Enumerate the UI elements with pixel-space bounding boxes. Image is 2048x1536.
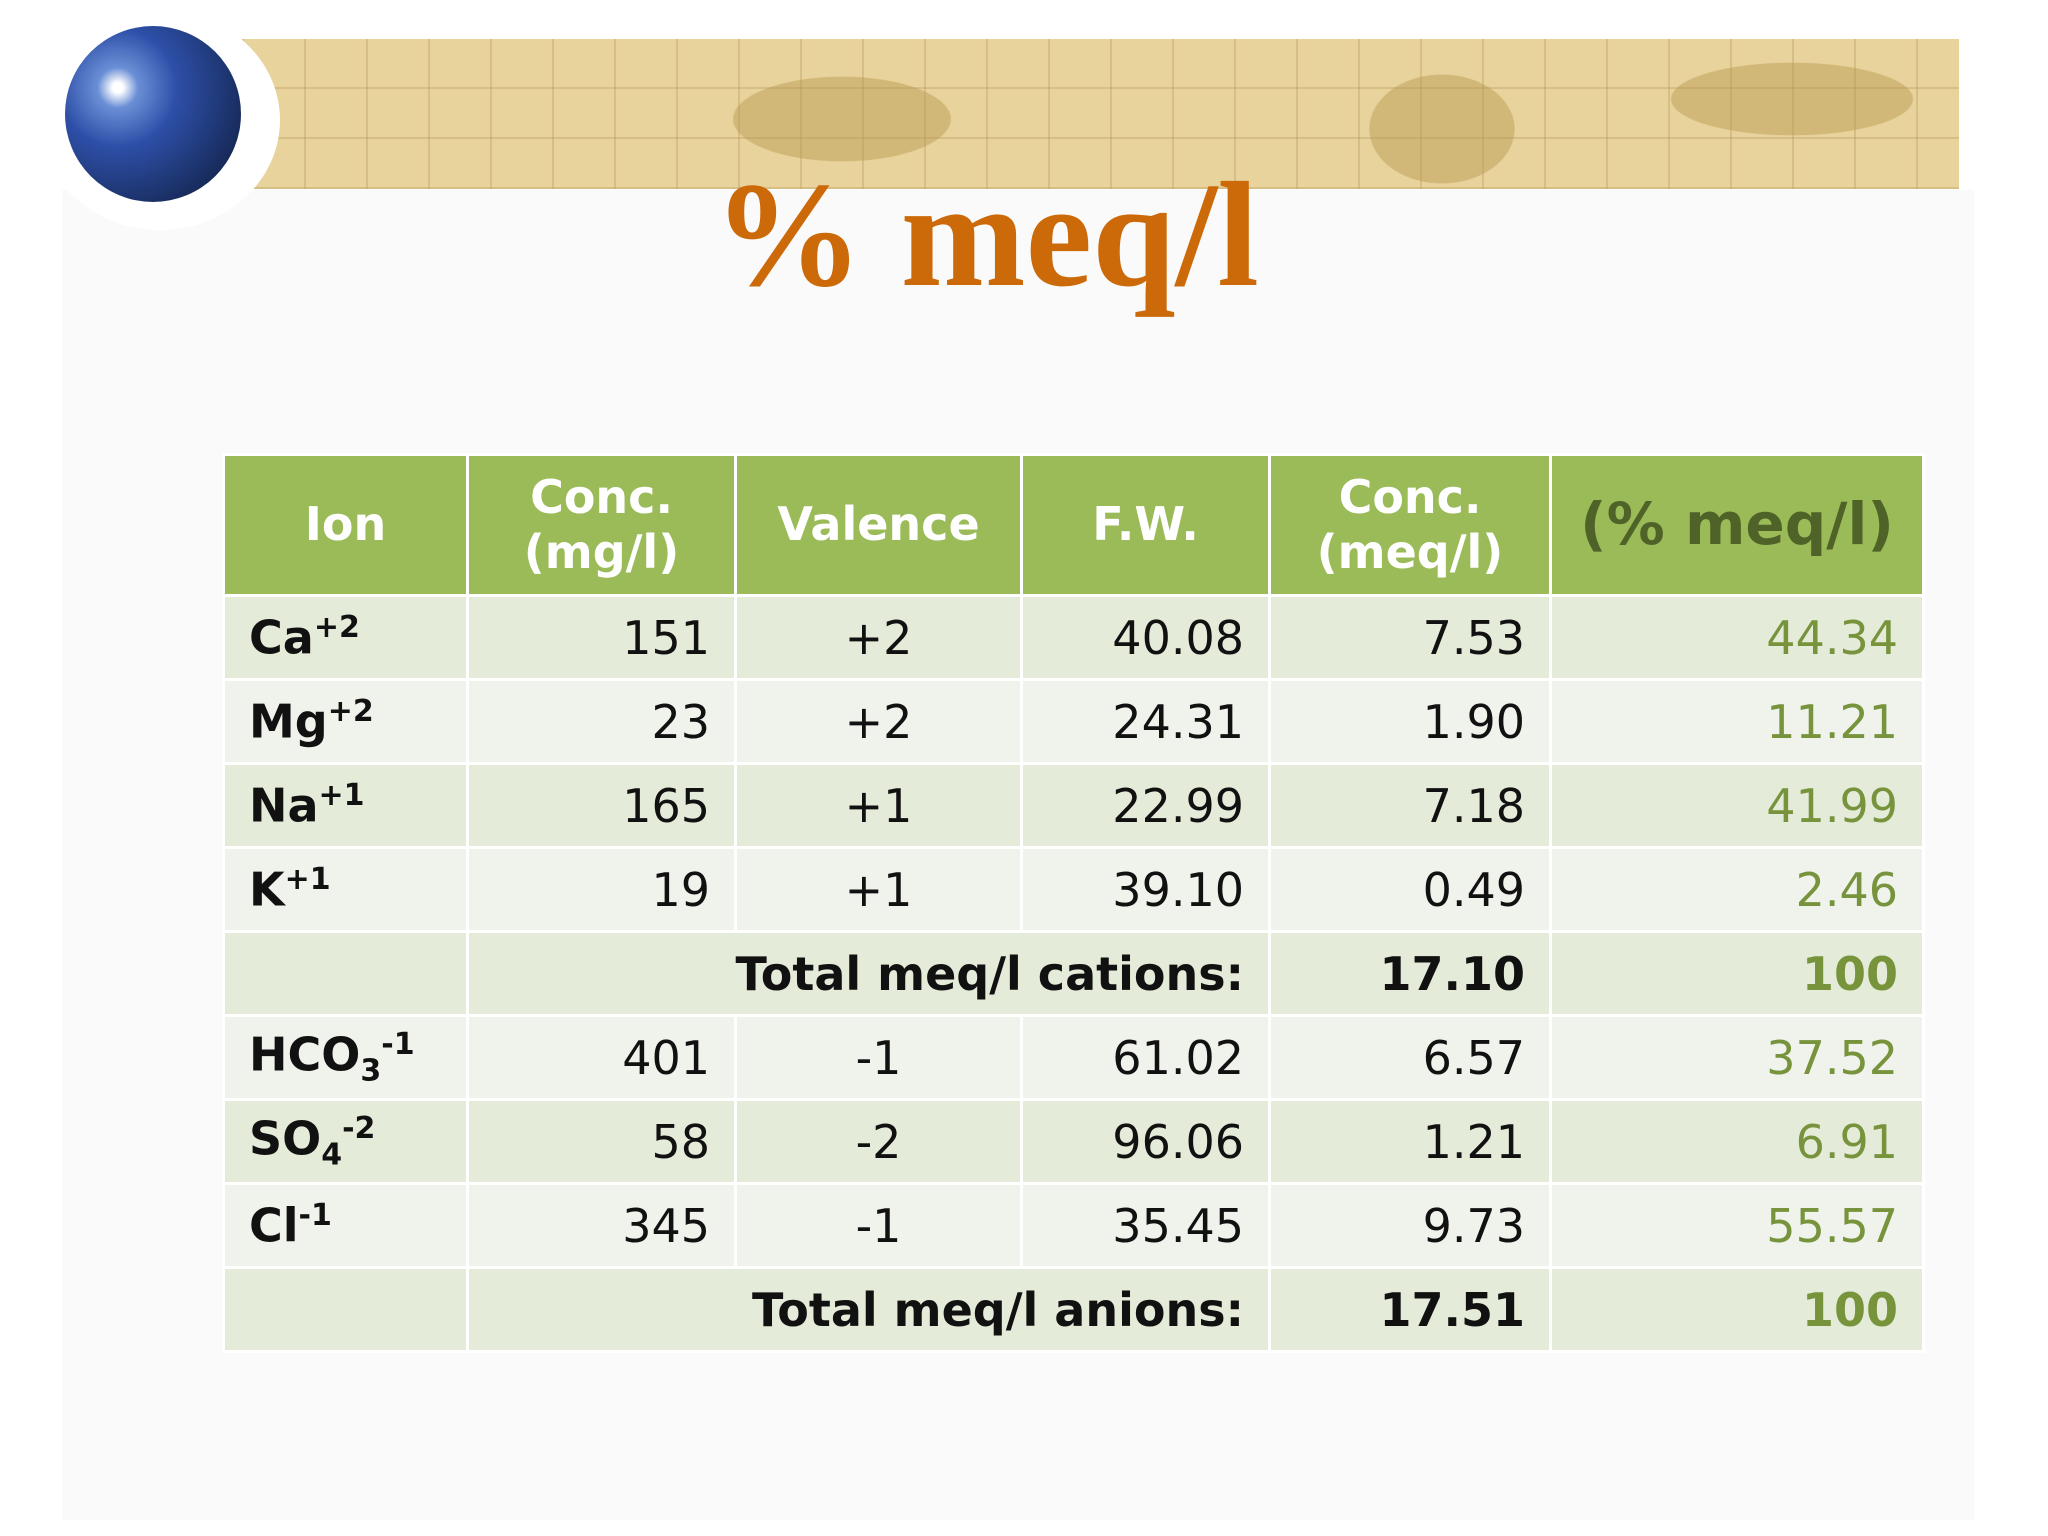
value-cell: 100 [1549,930,1925,1017]
value-cell: -2 [734,1098,1023,1185]
ion-symbol: Ca [249,610,314,665]
ion-symbol: K [249,862,285,917]
value-cell: 17.51 [1268,1266,1552,1353]
ion-symbol: SO [249,1111,322,1166]
total-row: Total meq/l cations: 17.10 100 [222,930,1925,1017]
ion-symbol: Cl [249,1198,299,1253]
ion-cell: Cl-1 [222,1182,469,1269]
value-cell: 151 [466,594,737,681]
value-cell: 17.10 [1268,930,1552,1017]
ion-charge: -1 [298,1198,332,1234]
ion-charge: +1 [318,778,365,814]
table-body: Ca+2 151 +2 40.08 7.53 44.34 Mg+2 23 +2 24.31 1.90… [222,594,1925,1353]
column-header: (% meq/l) [1549,453,1925,597]
ion-charge: +1 [284,862,331,898]
data-table: Ion Conc. (mg/l) Valence F.W. Conc. (meq/l)(… [222,453,1925,1353]
ion-row: K+1 19 +1 39.10 0.49 2.46 [222,846,1925,933]
ion-subscript: 4 [321,1137,343,1173]
total-label: Total meq/l cations: [466,930,1271,1017]
value-cell: 41.99 [1549,762,1925,849]
ion-cell: SO4-2 [222,1098,469,1185]
column-header: Ion [222,453,469,597]
value-cell: -1 [734,1182,1023,1269]
value-cell: 1.90 [1268,678,1552,765]
value-cell: 44.34 [1549,594,1925,681]
header-row: Ion Conc. (mg/l) Valence F.W. Conc. (meq/l)(… [222,453,1925,597]
value-cell: 22.99 [1020,762,1271,849]
value-cell: 401 [466,1014,737,1101]
column-header: Conc. (meq/l) [1268,453,1552,597]
value-cell: 23 [466,678,737,765]
value-cell: 19 [466,846,737,933]
column-header: Valence [734,453,1023,597]
empty-cell [222,930,469,1017]
globe-icon [65,26,241,202]
empty-cell [222,1266,469,1353]
value-cell: 1.21 [1268,1098,1552,1185]
total-row: Total meq/l anions: 17.51 100 [222,1266,1925,1353]
value-cell: 96.06 [1020,1098,1271,1185]
value-cell: 165 [466,762,737,849]
value-cell: 58 [466,1098,737,1185]
value-cell: 55.57 [1549,1182,1925,1269]
ion-charge: -1 [381,1026,415,1062]
map-banner [242,39,1959,189]
ion-subscript: 3 [360,1053,382,1089]
value-cell: +1 [734,762,1023,849]
ion-charge: -2 [342,1110,376,1146]
value-cell: 11.21 [1549,678,1925,765]
ion-cell: K+1 [222,846,469,933]
ion-cell: Mg+2 [222,678,469,765]
ion-symbol: Na [249,778,319,833]
ion-row: Na+1 165 +1 22.99 7.18 41.99 [222,762,1925,849]
title: % meq/l [713,152,1259,318]
ion-cell: Na+1 [222,762,469,849]
value-cell: 9.73 [1268,1182,1552,1269]
value-cell: 61.02 [1020,1014,1271,1101]
ion-row: SO4-2 58 -2 96.06 1.21 6.91 [222,1098,1925,1185]
ion-row: Cl-1 345 -1 35.45 9.73 55.57 [222,1182,1925,1269]
value-cell: +1 [734,846,1023,933]
ion-cell: Ca+2 [222,594,469,681]
total-label: Total meq/l anions: [466,1266,1271,1353]
ion-cell: HCO3-1 [222,1014,469,1101]
value-cell: 345 [466,1182,737,1269]
value-cell: -1 [734,1014,1023,1101]
value-cell: 24.31 [1020,678,1271,765]
value-cell: 6.57 [1268,1014,1552,1101]
ion-charge: +2 [327,694,374,730]
value-cell: 0.49 [1268,846,1552,933]
value-cell: 6.91 [1549,1098,1925,1185]
value-cell: 35.45 [1020,1182,1271,1269]
value-cell: +2 [734,678,1023,765]
ion-charge: +2 [313,610,360,646]
value-cell: 7.53 [1268,594,1552,681]
value-cell: 37.52 [1549,1014,1925,1101]
value-cell: 7.18 [1268,762,1552,849]
ion-row: HCO3-1 401 -1 61.02 6.57 37.52 [222,1014,1925,1101]
value-cell: 100 [1549,1266,1925,1353]
ion-row: Mg+2 23 +2 24.31 1.90 11.21 [222,678,1925,765]
ion-symbol: HCO [249,1027,361,1082]
value-cell: 39.10 [1020,846,1271,933]
column-header: F.W. [1020,453,1271,597]
column-header: Conc. (mg/l) [466,453,737,597]
value-cell: 40.08 [1020,594,1271,681]
ion-row: Ca+2 151 +2 40.08 7.53 44.34 [222,594,1925,681]
ion-symbol: Mg [249,694,328,749]
value-cell: 2.46 [1549,846,1925,933]
value-cell: +2 [734,594,1023,681]
